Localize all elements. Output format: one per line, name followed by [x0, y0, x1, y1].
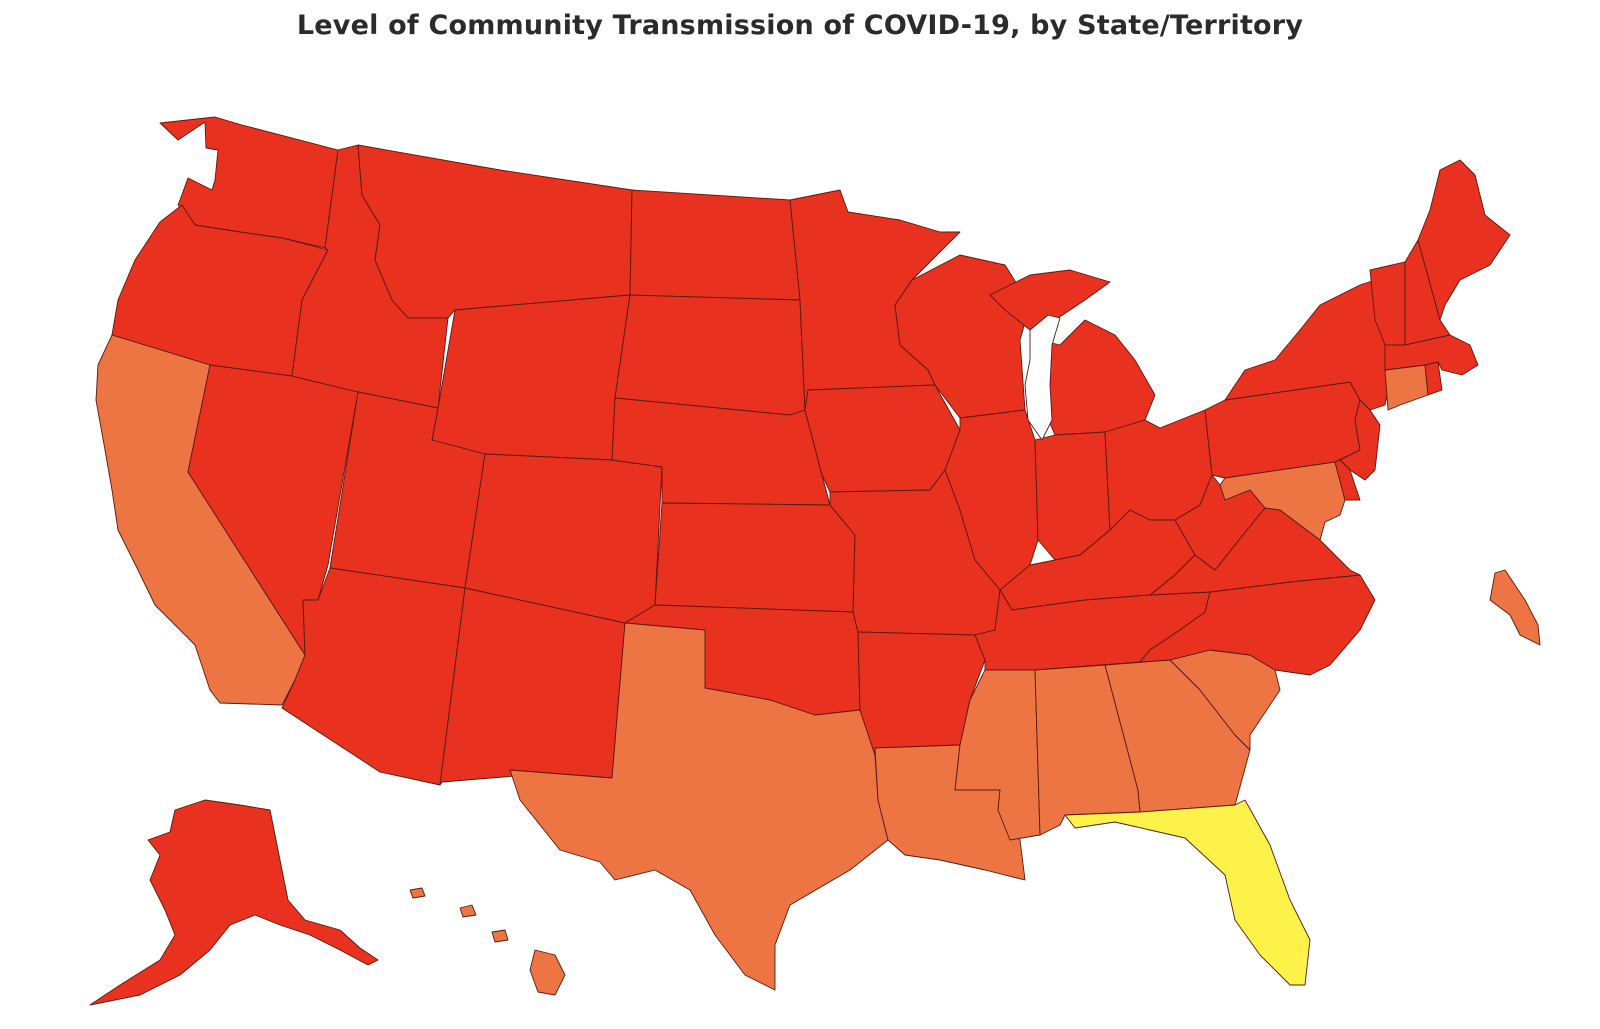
state-FL[interactable] [1064, 799, 1311, 986]
state-RI[interactable] [1424, 361, 1443, 396]
state-CT[interactable] [1384, 364, 1429, 411]
state-TX[interactable] [509, 622, 889, 991]
state-NC[interactable] [1139, 574, 1376, 676]
state-HI[interactable] [409, 887, 566, 996]
state-AK[interactable] [89, 799, 379, 1006]
state-NJ[interactable] [1339, 399, 1381, 481]
lake-michigan [1024, 314, 1061, 441]
state-KS[interactable] [654, 502, 856, 613]
state-MA[interactable] [1384, 334, 1479, 376]
state-NM[interactable] [439, 587, 626, 786]
state-AZ[interactable] [281, 567, 466, 786]
state-SD[interactable] [614, 294, 806, 416]
territory-PR[interactable] [1489, 569, 1541, 646]
state-NH[interactable] [1404, 239, 1451, 346]
state-ND[interactable] [629, 189, 801, 301]
state-IA[interactable] [804, 384, 961, 493]
state-MT[interactable] [357, 144, 633, 319]
map-title: Level of Community Transmission of COVID… [296, 10, 1304, 41]
state-WA[interactable] [159, 116, 339, 249]
state-ME[interactable] [1417, 159, 1511, 321]
state-VT[interactable] [1369, 261, 1406, 346]
state-DE[interactable] [1334, 459, 1361, 501]
state-WY[interactable] [431, 294, 631, 461]
